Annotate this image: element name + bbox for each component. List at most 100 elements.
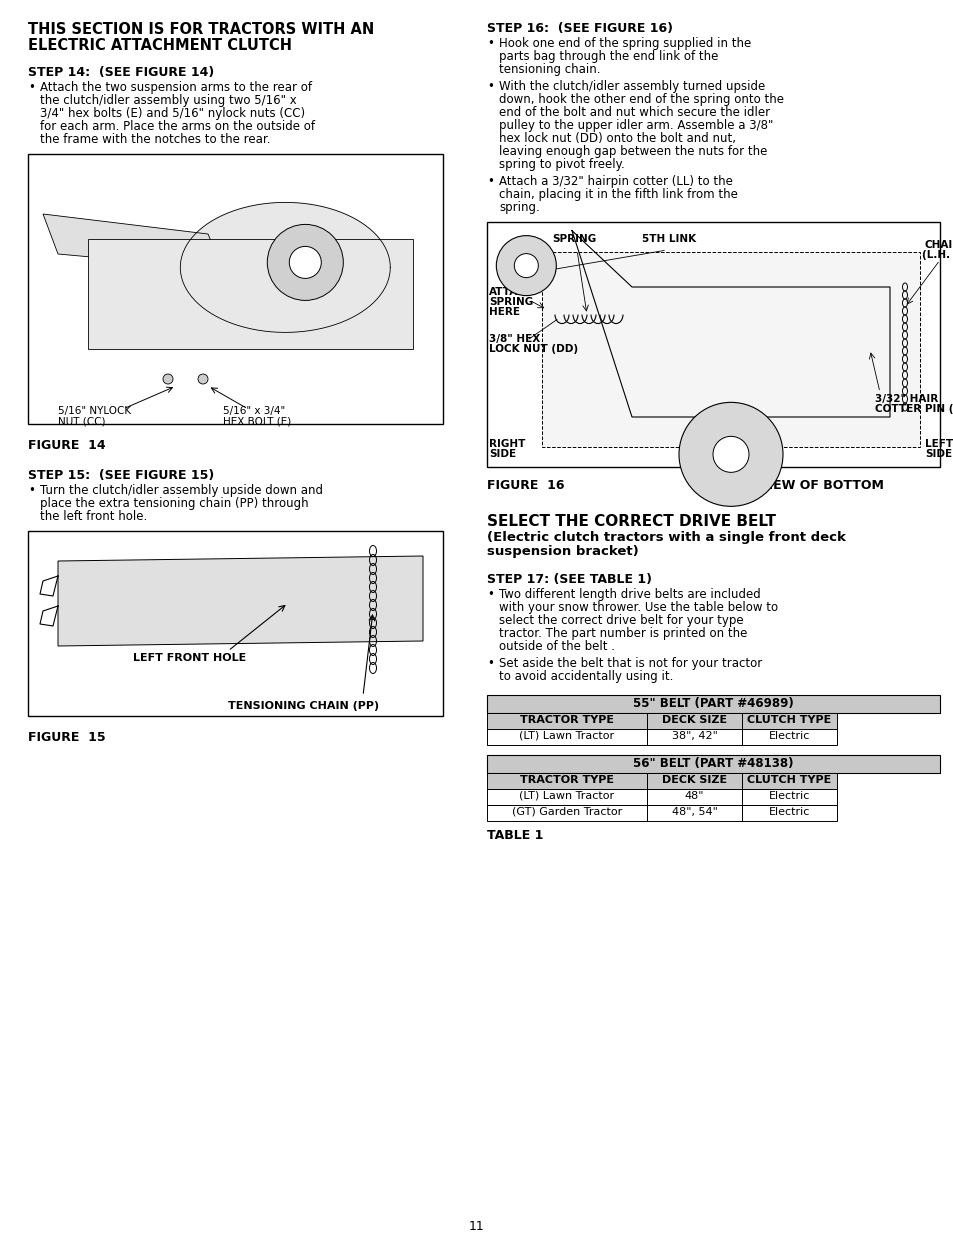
Text: FIGURE  15: FIGURE 15 [28, 731, 106, 743]
Text: CLUTCH TYPE: CLUTCH TYPE [746, 776, 831, 785]
Bar [486, 773, 646, 789]
Text: •: • [28, 82, 35, 94]
Text: TABLE 1: TABLE 1 [486, 829, 543, 842]
Polygon shape [180, 203, 390, 332]
Text: •: • [486, 588, 494, 601]
Bar [646, 713, 741, 729]
Text: 56" BELT (PART #48138): 56" BELT (PART #48138) [633, 757, 793, 769]
Text: Electric: Electric [768, 806, 809, 818]
Text: SIDE: SIDE [489, 450, 516, 459]
Circle shape [496, 236, 556, 295]
Bar [541, 252, 919, 447]
Text: STEP 15:  (SEE FIGURE 15): STEP 15: (SEE FIGURE 15) [28, 469, 214, 482]
Text: Attach the two suspension arms to the rear of: Attach the two suspension arms to the re… [40, 82, 312, 94]
Text: LOCK NUT (DD): LOCK NUT (DD) [489, 345, 578, 354]
Bar [646, 805, 741, 821]
Text: With the clutch/idler assembly turned upside: With the clutch/idler assembly turned up… [498, 80, 764, 93]
Text: with your snow thrower. Use the table below to: with your snow thrower. Use the table be… [498, 601, 778, 614]
Text: place the extra tensioning chain (PP) through: place the extra tensioning chain (PP) th… [40, 496, 309, 510]
Text: •: • [486, 37, 494, 49]
Text: STEP 14:  (SEE FIGURE 14): STEP 14: (SEE FIGURE 14) [28, 65, 214, 79]
Circle shape [514, 253, 537, 278]
Text: STEP 16:  (SEE FIGURE 16): STEP 16: (SEE FIGURE 16) [486, 22, 672, 35]
Text: 48", 54": 48", 54" [671, 806, 717, 818]
Circle shape [267, 225, 343, 300]
Text: end of the bolt and nut which secure the idler: end of the bolt and nut which secure the… [498, 106, 769, 119]
Text: Attach a 3/32" hairpin cotter (LL) to the: Attach a 3/32" hairpin cotter (LL) to th… [498, 175, 732, 188]
Text: COTTER PIN (LL): COTTER PIN (LL) [874, 404, 953, 415]
Polygon shape [88, 240, 413, 350]
Bar [28, 531, 442, 716]
Text: HEX BOLT (E): HEX BOLT (E) [223, 417, 291, 427]
Text: the frame with the notches to the rear.: the frame with the notches to the rear. [40, 133, 271, 146]
Text: 3/4" hex bolts (E) and 5/16" nylock nuts (CC): 3/4" hex bolts (E) and 5/16" nylock nuts… [40, 107, 305, 120]
Text: pulley to the upper idler arm. Assemble a 3/8": pulley to the upper idler arm. Assemble … [498, 119, 773, 132]
Text: (LT) Lawn Tractor: (LT) Lawn Tractor [518, 790, 614, 802]
Bar [486, 789, 646, 805]
Text: (Electric clutch tractors with a single front deck: (Electric clutch tractors with a single … [486, 531, 845, 543]
Text: leaving enough gap between the nuts for the: leaving enough gap between the nuts for … [498, 144, 766, 158]
Text: outside of the belt .: outside of the belt . [498, 640, 615, 653]
Text: RIGHT: RIGHT [489, 438, 525, 450]
Text: Turn the clutch/idler assembly upside down and: Turn the clutch/idler assembly upside do… [40, 484, 323, 496]
Text: the left front hole.: the left front hole. [40, 510, 147, 522]
Text: 11: 11 [469, 1220, 484, 1233]
Text: down, hook the other end of the spring onto the: down, hook the other end of the spring o… [498, 93, 783, 106]
Text: tensioning chain.: tensioning chain. [498, 63, 599, 77]
Bar [486, 222, 939, 467]
Text: suspension bracket): suspension bracket) [486, 545, 639, 558]
Text: to avoid accidentally using it.: to avoid accidentally using it. [498, 671, 673, 683]
Text: CLUTCH TYPE: CLUTCH TYPE [746, 715, 831, 725]
Text: •: • [28, 484, 35, 496]
Text: FIGURE  14: FIGURE 14 [28, 438, 106, 452]
Text: spring to pivot freely.: spring to pivot freely. [498, 158, 624, 170]
Text: Electric: Electric [768, 731, 809, 741]
Text: 3/32" HAIR: 3/32" HAIR [874, 394, 937, 404]
Bar [646, 789, 741, 805]
Text: SELECT THE CORRECT DRIVE BELT: SELECT THE CORRECT DRIVE BELT [486, 514, 775, 529]
Text: ATTACH: ATTACH [489, 287, 534, 296]
Text: THIS SECTION IS FOR TRACTORS WITH AN: THIS SECTION IS FOR TRACTORS WITH AN [28, 22, 374, 37]
Text: hex lock nut (DD) onto the bolt and nut,: hex lock nut (DD) onto the bolt and nut, [498, 132, 735, 144]
Polygon shape [43, 214, 223, 269]
Bar [741, 789, 836, 805]
Bar [486, 805, 646, 821]
Text: •: • [486, 80, 494, 93]
Text: LEFT FRONT HOLE: LEFT FRONT HOLE [132, 653, 246, 663]
Bar [741, 713, 836, 729]
Text: (L.H. SIDE): (L.H. SIDE) [921, 249, 953, 261]
Text: NUT (CC): NUT (CC) [58, 417, 106, 427]
Polygon shape [58, 556, 422, 646]
Bar [646, 773, 741, 789]
Text: VIEW OF BOTTOM: VIEW OF BOTTOM [758, 479, 882, 492]
Text: 5TH LINK: 5TH LINK [641, 233, 696, 245]
Text: Electric: Electric [768, 790, 809, 802]
Text: Two different length drive belts are included: Two different length drive belts are inc… [498, 588, 760, 601]
Text: FIGURE  16: FIGURE 16 [486, 479, 564, 492]
Text: 38", 42": 38", 42" [671, 731, 717, 741]
Text: (LT) Lawn Tractor: (LT) Lawn Tractor [518, 731, 614, 741]
Text: 55" BELT (PART #46989): 55" BELT (PART #46989) [633, 697, 793, 710]
Text: Set aside the belt that is not for your tractor: Set aside the belt that is not for your … [498, 657, 761, 671]
Text: DECK SIZE: DECK SIZE [661, 715, 726, 725]
Text: 48": 48" [684, 790, 703, 802]
Text: select the correct drive belt for your type: select the correct drive belt for your t… [498, 614, 742, 627]
Text: TRACTOR TYPE: TRACTOR TYPE [519, 776, 614, 785]
Bar [486, 695, 939, 713]
Text: chain, placing it in the fifth link from the: chain, placing it in the fifth link from… [498, 188, 737, 201]
Text: 3/8" HEX: 3/8" HEX [489, 333, 539, 345]
Text: ELECTRIC ATTACHMENT CLUTCH: ELECTRIC ATTACHMENT CLUTCH [28, 38, 292, 53]
Bar [486, 729, 646, 745]
Circle shape [289, 247, 321, 278]
Text: STEP 17: (SEE TABLE 1): STEP 17: (SEE TABLE 1) [486, 573, 651, 585]
Text: TRACTOR TYPE: TRACTOR TYPE [519, 715, 614, 725]
Text: SIDE: SIDE [924, 450, 951, 459]
Text: DECK SIZE: DECK SIZE [661, 776, 726, 785]
Text: 5/16" NYLOCK: 5/16" NYLOCK [58, 406, 131, 416]
Text: SPRING: SPRING [489, 296, 533, 308]
Bar [486, 755, 939, 773]
Text: •: • [486, 657, 494, 671]
Bar [741, 805, 836, 821]
Text: spring.: spring. [498, 201, 539, 214]
Text: 5/16" x 3/4": 5/16" x 3/4" [223, 406, 285, 416]
